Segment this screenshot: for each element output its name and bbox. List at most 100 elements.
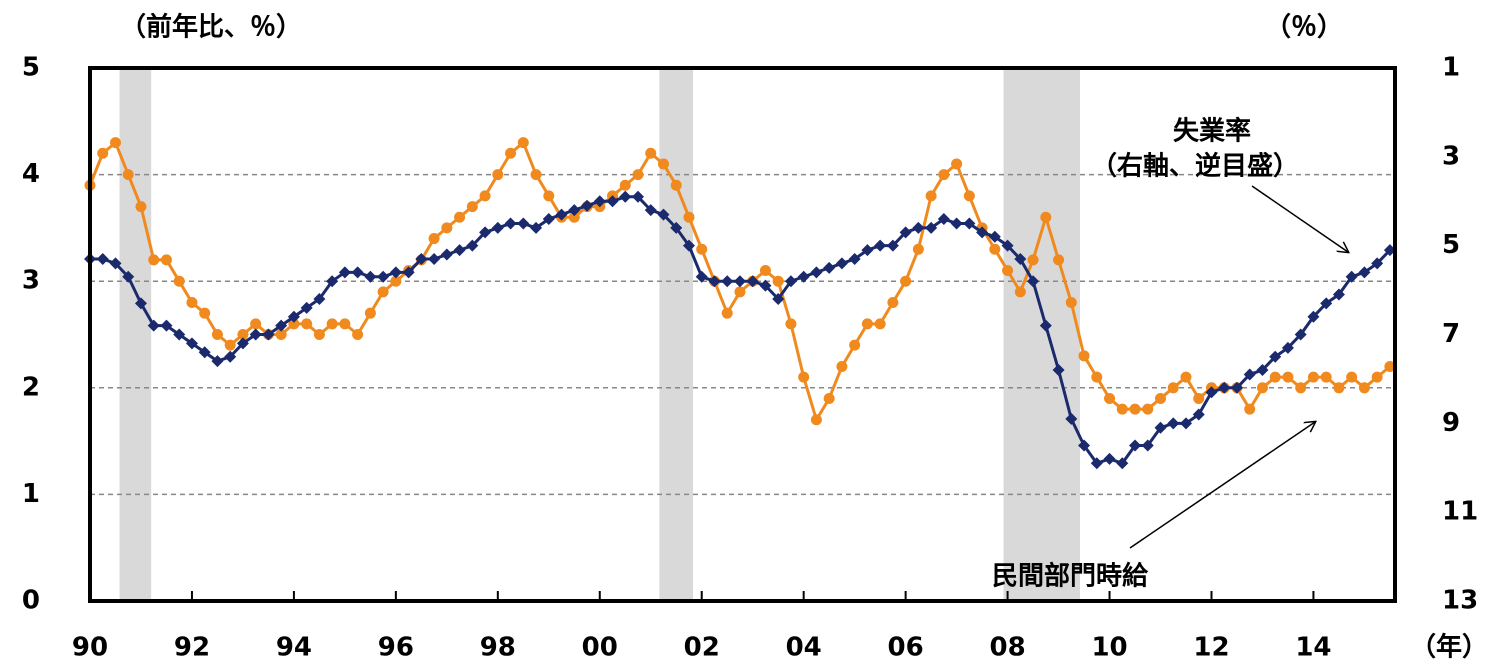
- y-tick-label: 5: [22, 53, 40, 83]
- data-point: [1129, 403, 1141, 415]
- data-point: [428, 233, 440, 245]
- data-point: [352, 329, 364, 340]
- y-tick-label: 4: [22, 159, 40, 189]
- data-point: [861, 318, 873, 330]
- data-point: [1014, 252, 1027, 265]
- data-point: [173, 328, 186, 341]
- data-point: [606, 195, 619, 208]
- data-point: [415, 252, 428, 265]
- data-point: [1052, 364, 1065, 377]
- y2-tick-label: 5: [1442, 230, 1460, 260]
- data-point: [1192, 408, 1205, 421]
- data-point: [185, 337, 198, 350]
- data-point: [1090, 457, 1103, 470]
- data-point: [682, 239, 695, 252]
- data-point: [109, 137, 121, 149]
- data-point: [122, 169, 134, 181]
- data-point: [631, 190, 644, 203]
- data-point: [224, 339, 236, 351]
- data-point: [1244, 403, 1256, 415]
- data-point: [109, 257, 122, 270]
- data-point: [453, 244, 466, 257]
- data-point: [135, 201, 147, 213]
- data-point: [1358, 266, 1371, 279]
- data-point: [441, 222, 453, 234]
- data-point: [1269, 350, 1282, 363]
- data-point: [1167, 417, 1180, 430]
- y-tick-label: 2: [22, 372, 40, 402]
- data-point: [389, 266, 402, 279]
- y2-tick-label: 3: [1442, 141, 1460, 171]
- data-point: [211, 355, 224, 368]
- data-point: [402, 266, 415, 279]
- data-point: [657, 158, 669, 170]
- data-point: [300, 301, 313, 314]
- data-point: [466, 239, 479, 252]
- data-point: [849, 339, 861, 351]
- data-point: [224, 350, 237, 363]
- data-point: [581, 199, 594, 212]
- data-point: [900, 275, 912, 287]
- data-point: [1014, 286, 1026, 298]
- data-point: [721, 275, 734, 288]
- data-point: [122, 270, 135, 283]
- marks-layer: [84, 137, 1396, 470]
- data-point: [377, 270, 390, 283]
- data-point: [746, 275, 759, 288]
- recession-band: [659, 68, 694, 601]
- y-tick-label: 0: [22, 586, 40, 616]
- recession-band: [119, 68, 152, 601]
- data-point: [148, 254, 160, 266]
- x-tick-label: 12: [1193, 633, 1229, 663]
- data-point: [1256, 382, 1268, 394]
- data-point: [275, 329, 287, 340]
- data-point: [1384, 360, 1396, 372]
- data-point: [1294, 328, 1307, 341]
- data-point: [1091, 371, 1103, 383]
- data-point: [1001, 239, 1014, 252]
- data-point: [313, 329, 325, 340]
- data-point: [899, 226, 912, 239]
- data-point: [695, 270, 708, 283]
- data-point: [963, 217, 976, 230]
- data-point: [555, 208, 568, 221]
- data-point: [861, 244, 874, 257]
- data-point: [912, 243, 924, 255]
- y-axis-label: （前年比、％）: [120, 12, 302, 43]
- x-tick-label: 94: [276, 633, 312, 663]
- data-point: [1205, 386, 1218, 399]
- data-point: [772, 292, 785, 305]
- data-point: [250, 318, 262, 330]
- data-point: [96, 252, 109, 265]
- data-point: [1193, 392, 1205, 404]
- data-point: [440, 248, 453, 261]
- data-point: [1078, 439, 1091, 452]
- data-point: [1320, 297, 1333, 310]
- data-point: [1180, 371, 1192, 383]
- data-point: [733, 275, 746, 288]
- data-point: [338, 266, 351, 279]
- data-point: [823, 261, 836, 274]
- data-point: [1320, 371, 1332, 383]
- data-point: [912, 221, 925, 234]
- data-point: [236, 337, 249, 350]
- data-point: [1332, 288, 1345, 301]
- data-point: [479, 190, 491, 202]
- data-point: [568, 204, 581, 217]
- data-point: [1333, 382, 1345, 394]
- data-point: [1383, 244, 1396, 257]
- y2-tick-label: 13: [1442, 586, 1478, 616]
- data-point: [810, 266, 823, 279]
- data-point: [1154, 421, 1167, 434]
- data-point: [1142, 403, 1154, 415]
- x-tick-label: 04: [786, 633, 822, 663]
- data-point: [454, 211, 466, 223]
- data-point: [377, 286, 389, 298]
- data-point: [1002, 265, 1014, 277]
- annotation: 民間部門時給: [992, 561, 1149, 592]
- data-point: [798, 371, 810, 383]
- data-point: [466, 201, 478, 213]
- data-point: [951, 158, 963, 170]
